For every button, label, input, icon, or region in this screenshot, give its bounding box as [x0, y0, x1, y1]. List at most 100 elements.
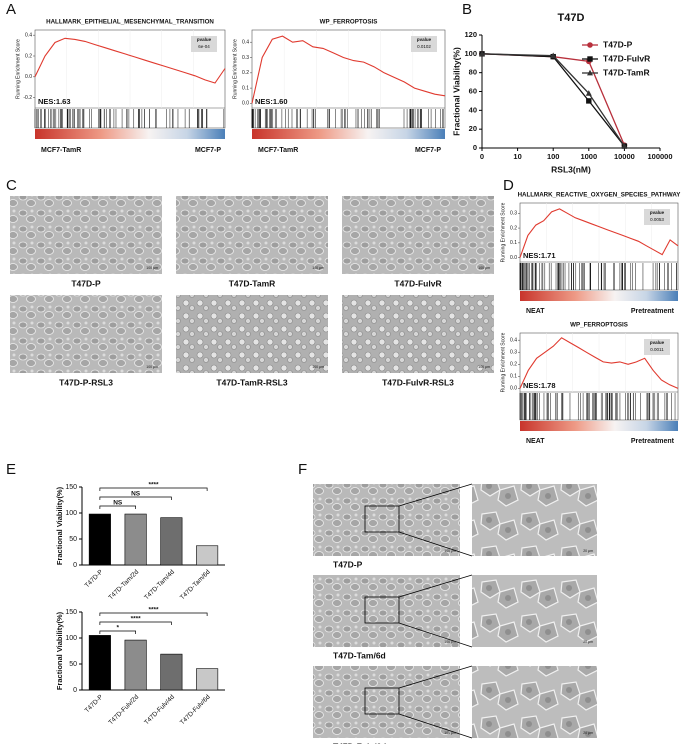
left-label: NEAT — [526, 438, 545, 445]
y-tick-label: 50 — [69, 661, 77, 668]
y-tick-label: 100 — [65, 510, 77, 517]
y-tick-label: 0.4 — [25, 33, 32, 39]
y-tick-label: 40 — [469, 105, 477, 114]
rank-gradient — [252, 129, 445, 139]
y-tick-label: 0.1 — [510, 374, 517, 380]
enrichment-curve — [251, 35, 446, 104]
pvalue: 0.0102 — [417, 44, 431, 49]
micrograph-label: T47D-P — [71, 278, 101, 288]
left-label: NEAT — [526, 308, 545, 315]
scale-bar: 20 μm — [583, 640, 593, 644]
micrograph — [313, 484, 460, 556]
sig-label: * — [116, 625, 119, 632]
zoom-connector — [398, 622, 473, 648]
y-tick-label: 0 — [73, 687, 77, 694]
y-tick-label: -0.2 — [23, 95, 32, 101]
sig-label: **** — [148, 607, 159, 614]
y-axis-label: Running Enrichment Score — [15, 39, 21, 99]
zoom-connector — [398, 574, 473, 598]
scale-bar: 20 μm — [583, 731, 593, 735]
y-tick-label: 0.1 — [242, 85, 249, 91]
micrograph — [313, 666, 460, 738]
zoom-box — [364, 505, 400, 533]
y-tick-label: 0.0 — [25, 74, 32, 80]
y-tick-label: 0.2 — [510, 362, 517, 368]
x-tick-label: 100 — [547, 152, 560, 161]
y-tick-label: 0.2 — [242, 70, 249, 76]
x-tick-label: T47D-Fulv/2d — [107, 693, 140, 726]
y-tick-label: 0.0 — [242, 101, 249, 107]
gsea-title: WP_FERROPTOSIS — [320, 19, 378, 26]
pvalue-box — [191, 36, 217, 52]
y-tick-label: 100 — [65, 635, 77, 642]
y-tick-label: 0.0 — [510, 255, 517, 261]
x-tick-label: T47D-P — [84, 694, 105, 715]
y-axis-label: Fractional Viability(%) — [55, 611, 64, 690]
left-label: MCF7-TamR — [41, 147, 81, 154]
marker — [587, 56, 593, 62]
y-tick-label: 0.4 — [510, 338, 517, 344]
pvalue-label: pvalue — [197, 37, 212, 42]
right-label: Pretreatment — [631, 308, 675, 315]
y-tick-label: 0.2 — [25, 53, 32, 59]
chart-title: T47D — [558, 12, 585, 24]
enrichment-curve — [34, 37, 226, 84]
rank-gradient — [520, 421, 678, 431]
zoom-micrograph — [472, 484, 597, 556]
y-tick-label: 120 — [464, 30, 477, 39]
sig-label: **** — [131, 616, 142, 623]
sig-bracket — [99, 496, 172, 500]
y-tick-label: 0.0 — [510, 386, 517, 392]
panel-letter: C — [6, 177, 17, 194]
x-tick-label: 10 — [513, 152, 521, 161]
y-axis-label: Running Enrichment Score — [500, 332, 506, 392]
marker — [587, 42, 593, 48]
micrograph — [176, 196, 328, 274]
pvalue-box — [644, 209, 670, 225]
sig-bracket — [99, 612, 208, 616]
pvalue-box — [644, 339, 670, 355]
right-label: Pretreatment — [631, 438, 675, 445]
rank-gradient — [35, 129, 225, 139]
gsea-title: HALLMARK_EPITHELIAL_MESENCHYMAL_TRANSITI… — [46, 19, 214, 26]
y-tick-label: 60 — [469, 86, 477, 95]
nes: NES:1.78 — [523, 381, 556, 390]
zoom-box — [364, 687, 400, 715]
bar — [160, 653, 183, 691]
zoom-connector — [398, 665, 473, 689]
nes: NES:1.71 — [523, 251, 556, 260]
micrograph-label: T47D-P-RSL3 — [59, 377, 113, 387]
sig-bracket — [99, 487, 208, 491]
y-tick-label: 0.3 — [510, 350, 517, 356]
panel-letter: B — [462, 1, 472, 18]
scale-bar: 100 μm — [146, 266, 158, 270]
micrograph-label: T47D-FulvR-RSL3 — [382, 377, 454, 387]
x-axis-label: RSL3(nM) — [551, 164, 591, 174]
y-axis-label: Running Enrichment Score — [500, 202, 506, 262]
pvalue-label: pvalue — [650, 340, 665, 345]
y-tick-label: 0.4 — [242, 40, 249, 46]
micrograph — [313, 575, 460, 647]
marker — [550, 52, 557, 59]
x-tick-label: 10000 — [614, 152, 635, 161]
x-tick-label: 1000 — [580, 152, 597, 161]
bar — [88, 635, 111, 691]
sig-label: NS — [131, 491, 141, 498]
zoom-micrograph — [472, 666, 597, 738]
bar — [124, 639, 147, 691]
y-axis-label: Fractional Viability(%) — [451, 47, 461, 136]
sig-label: NS — [113, 500, 123, 507]
zoom-connector — [398, 531, 473, 557]
micrograph-label: T47D-Tam/6d — [333, 650, 386, 660]
sig-bracket — [99, 630, 136, 634]
marker — [585, 90, 592, 96]
scale-bar: 100 μm — [444, 640, 456, 644]
y-tick-label: 150 — [65, 609, 77, 616]
x-tick-label: T47D-Tam/4d — [143, 568, 176, 601]
sig-bracket — [99, 505, 136, 509]
micrograph-label: T47D-FulvR — [394, 278, 441, 288]
micrograph-label: T47D-TamR-RSL3 — [216, 377, 287, 387]
gsea-title: HALLMARK_REACTIVE_OXYGEN_SPECIES_PATHWAY — [518, 192, 682, 199]
marker — [621, 142, 628, 149]
micrograph-label: T47D-Fulv/6d — [333, 741, 386, 744]
